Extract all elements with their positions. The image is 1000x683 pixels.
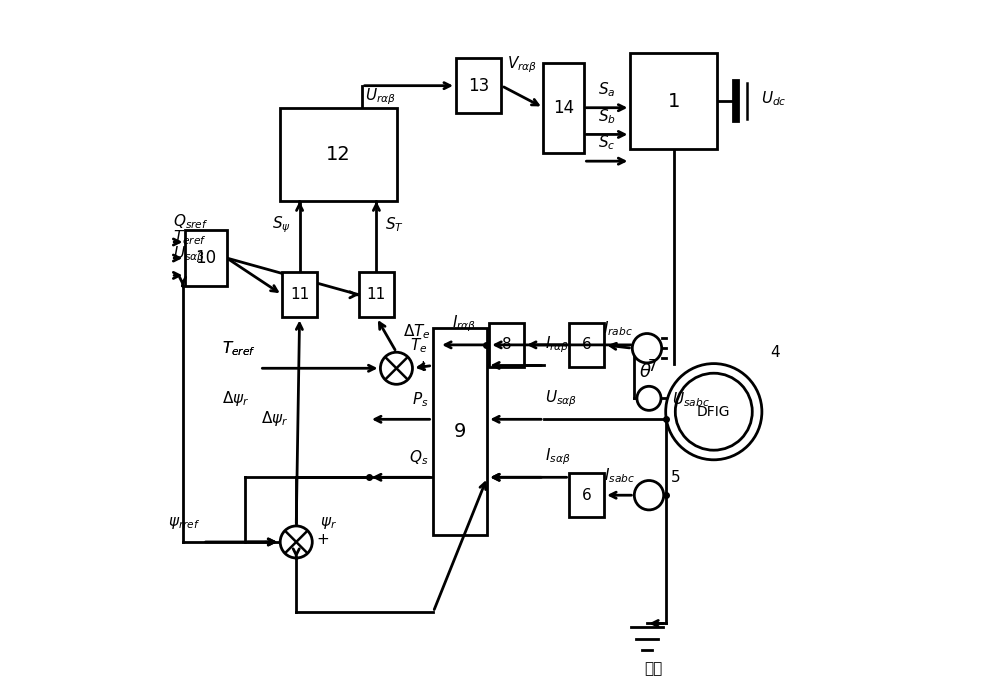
Circle shape [666, 363, 762, 460]
Bar [280, 108, 397, 201]
Text: $I_{s\alpha\beta}$: $I_{s\alpha\beta}$ [545, 447, 571, 467]
Text: 电网: 电网 [645, 662, 663, 677]
Text: 14: 14 [553, 99, 574, 117]
Text: $Q_{sref}$: $Q_{sref}$ [173, 212, 208, 232]
Text: $I_{r\alpha\beta}$: $I_{r\alpha\beta}$ [452, 313, 476, 334]
Text: $T_{eref}$: $T_{eref}$ [222, 339, 256, 358]
Text: $\psi_r$: $\psi_r$ [320, 515, 337, 531]
Bar [569, 323, 604, 367]
Text: $S_b$: $S_b$ [598, 107, 616, 126]
Text: 11: 11 [290, 288, 309, 303]
Text: 10: 10 [195, 249, 217, 267]
Circle shape [380, 352, 412, 385]
Circle shape [280, 526, 312, 558]
Bar [543, 63, 584, 153]
Bar [630, 53, 717, 150]
Text: $S_T$: $S_T$ [385, 215, 404, 234]
Text: $U_{sabc}$: $U_{sabc}$ [672, 391, 710, 409]
Text: 6: 6 [582, 337, 592, 352]
Text: $T_{eref}$: $T_{eref}$ [222, 339, 256, 358]
Text: 9: 9 [454, 422, 466, 441]
Text: 4: 4 [770, 345, 780, 360]
Text: $\theta$: $\theta$ [639, 363, 652, 380]
Text: $+$: $+$ [416, 359, 430, 374]
Text: $T_e$: $T_e$ [410, 337, 427, 355]
Text: $V_{r\alpha\beta}$: $V_{r\alpha\beta}$ [507, 55, 538, 75]
Text: $-$: $-$ [362, 359, 375, 374]
Text: $\Delta T_e$: $\Delta T_e$ [403, 322, 431, 341]
Text: $S_a$: $S_a$ [598, 81, 616, 99]
Text: 5: 5 [671, 470, 681, 485]
Text: $U_{dc}$: $U_{dc}$ [761, 89, 787, 109]
Text: 8: 8 [502, 337, 511, 352]
Circle shape [632, 333, 662, 363]
Circle shape [675, 373, 752, 450]
Bar [359, 272, 394, 318]
Bar [569, 473, 604, 517]
Text: 12: 12 [326, 145, 351, 164]
Bar [282, 272, 317, 318]
Text: $I_{sabc}$: $I_{sabc}$ [604, 466, 635, 485]
Text: $T_{eref}$: $T_{eref}$ [173, 229, 207, 247]
Text: 13: 13 [468, 76, 489, 95]
Text: $I_{r\alpha\beta}$: $I_{r\alpha\beta}$ [545, 335, 570, 355]
Text: $P_s$: $P_s$ [412, 391, 429, 409]
Text: $\Delta\psi_r$: $\Delta\psi_r$ [261, 409, 288, 428]
Text: 6: 6 [582, 488, 592, 503]
Text: $U_{s\alpha\beta}$: $U_{s\alpha\beta}$ [173, 244, 205, 265]
Bar [456, 58, 501, 113]
Text: 11: 11 [367, 288, 386, 303]
Text: 1: 1 [668, 92, 680, 111]
Text: $S_c$: $S_c$ [598, 134, 616, 152]
Text: $\psi_{rref}$: $\psi_{rref}$ [168, 515, 200, 531]
Text: $\Delta\psi_r$: $\Delta\psi_r$ [222, 389, 249, 408]
Text: $I_{rabc}$: $I_{rabc}$ [603, 319, 633, 337]
Text: $-$: $-$ [262, 533, 275, 548]
Text: $U_{r\alpha\beta}$: $U_{r\alpha\beta}$ [365, 86, 396, 107]
Circle shape [634, 481, 664, 510]
Text: $S_\psi$: $S_\psi$ [272, 214, 291, 235]
Text: 7: 7 [648, 359, 657, 374]
Text: $Q_s$: $Q_s$ [409, 449, 429, 467]
Bar [185, 229, 227, 286]
Bar [489, 323, 524, 367]
Bar [433, 329, 487, 535]
Text: $U_{s\alpha\beta}$: $U_{s\alpha\beta}$ [545, 389, 578, 409]
Circle shape [637, 387, 661, 410]
Text: DFIG: DFIG [697, 405, 731, 419]
Text: $+$: $+$ [316, 533, 329, 548]
